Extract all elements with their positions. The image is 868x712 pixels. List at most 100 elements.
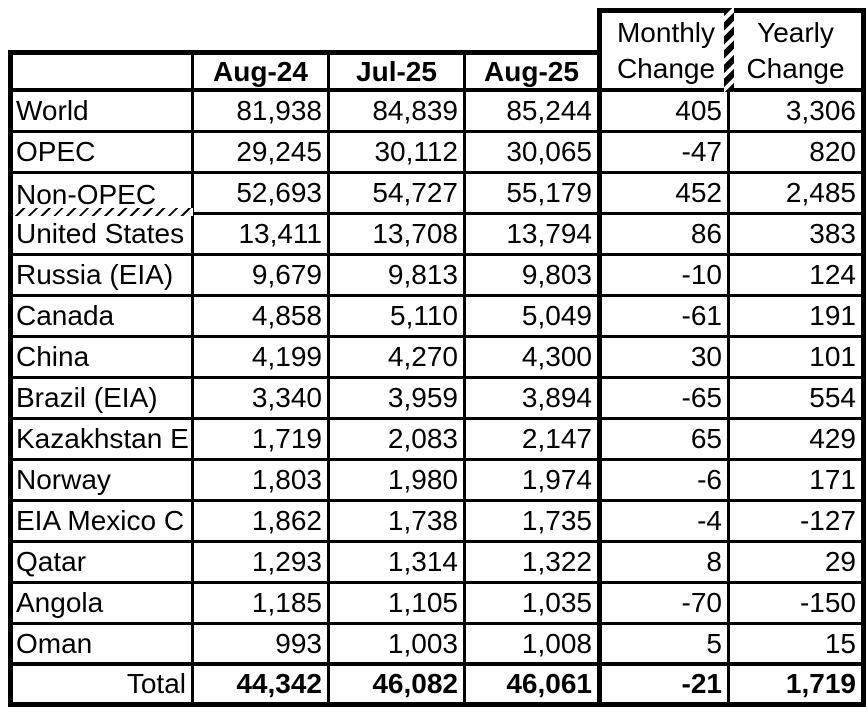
cell-aug24: 81,938 — [194, 92, 330, 133]
cell-jul25: 2,083 — [330, 420, 466, 461]
row-label: Kazakhstan E — [8, 420, 194, 461]
row-label: United States — [8, 215, 194, 256]
cell-jul25: 1,003 — [330, 625, 466, 666]
cell-aug24: 1,293 — [194, 543, 330, 584]
cell-aug25: 1,008 — [466, 625, 602, 666]
row-label: Oman — [8, 625, 194, 666]
cell-monthly-change: -10 — [602, 256, 730, 297]
header-aug24: Aug-24 — [194, 50, 330, 92]
cell-aug25: 4,300 — [466, 338, 602, 379]
cell-jul25: 54,727 — [330, 174, 466, 215]
cell-yearly-change: -150 — [730, 584, 866, 625]
cell-aug24: 1,719 — [194, 420, 330, 461]
cell-aug24: 29,245 — [194, 133, 330, 174]
cell-aug24: 1,803 — [194, 461, 330, 502]
production-table: Monthly Change Yearly Change Aug-24 Jul-… — [8, 8, 866, 707]
row-label: Russia (EIA) — [8, 256, 194, 297]
cell-monthly-change: 405 — [602, 92, 730, 133]
cell-monthly-change: 86 — [602, 215, 730, 256]
cell-aug24: 9,679 — [194, 256, 330, 297]
header-spacer — [8, 8, 602, 50]
cell-monthly-change: 8 — [602, 543, 730, 584]
cell-jul25: 9,813 — [330, 256, 466, 297]
row-label: Brazil (EIA) — [8, 379, 194, 420]
corner-cell — [8, 50, 194, 92]
cell-aug25: 3,894 — [466, 379, 602, 420]
cell-jul25: 1,738 — [330, 502, 466, 543]
cell-jul25: 3,959 — [330, 379, 466, 420]
cell-monthly-change: -65 — [602, 379, 730, 420]
row-label: EIA Mexico C — [8, 502, 194, 543]
cell-aug25: 13,794 — [466, 215, 602, 256]
cell-jul25: 1,105 — [330, 584, 466, 625]
cell-jul25: 4,270 — [330, 338, 466, 379]
hatched-border-vertical — [724, 8, 734, 92]
cell-aug25: 1,735 — [466, 502, 602, 543]
header-aug25: Aug-25 — [466, 50, 602, 92]
cell-monthly-change: -21 — [602, 666, 730, 707]
cell-jul25: 46,082 — [330, 666, 466, 707]
cell-jul25: 1,980 — [330, 461, 466, 502]
cell-monthly-change: -70 — [602, 584, 730, 625]
cell-yearly-change: 3,306 — [730, 92, 866, 133]
cell-jul25: 13,708 — [330, 215, 466, 256]
cell-aug24: 44,342 — [194, 666, 330, 707]
cell-aug24: 52,693 — [194, 174, 330, 215]
cell-monthly-change: -47 — [602, 133, 730, 174]
cell-aug24: 4,199 — [194, 338, 330, 379]
cell-aug24: 993 — [194, 625, 330, 666]
cell-yearly-change: 554 — [730, 379, 866, 420]
cell-monthly-change: 30 — [602, 338, 730, 379]
row-label: Angola — [8, 584, 194, 625]
cell-monthly-change: 452 — [602, 174, 730, 215]
cell-jul25: 30,112 — [330, 133, 466, 174]
cell-aug25: 2,147 — [466, 420, 602, 461]
cell-aug25: 5,049 — [466, 297, 602, 338]
cell-yearly-change: 29 — [730, 543, 866, 584]
cell-aug25: 9,803 — [466, 256, 602, 297]
cell-aug24: 1,862 — [194, 502, 330, 543]
cell-yearly-change: 15 — [730, 625, 866, 666]
row-label: Norway — [8, 461, 194, 502]
yearly-change-header: Yearly Change — [730, 8, 866, 92]
cell-yearly-change: 820 — [730, 133, 866, 174]
cell-jul25: 1,314 — [330, 543, 466, 584]
cell-monthly-change: 65 — [602, 420, 730, 461]
cell-yearly-change: 191 — [730, 297, 866, 338]
cell-yearly-change: -127 — [730, 502, 866, 543]
hatched-border-horizontal — [13, 208, 193, 216]
cell-jul25: 84,839 — [330, 92, 466, 133]
cell-aug25: 1,035 — [466, 584, 602, 625]
cell-yearly-change: 383 — [730, 215, 866, 256]
cell-monthly-change: -6 — [602, 461, 730, 502]
cell-yearly-change: 2,485 — [730, 174, 866, 215]
cell-aug24: 4,858 — [194, 297, 330, 338]
row-label: Qatar — [8, 543, 194, 584]
row-label: World — [8, 92, 194, 133]
cell-aug25: 46,061 — [466, 666, 602, 707]
cell-jul25: 5,110 — [330, 297, 466, 338]
cell-yearly-change: 171 — [730, 461, 866, 502]
row-label: China — [8, 338, 194, 379]
cell-monthly-change: -61 — [602, 297, 730, 338]
cell-monthly-change: -4 — [602, 502, 730, 543]
cell-yearly-change: 101 — [730, 338, 866, 379]
cell-yearly-change: 124 — [730, 256, 866, 297]
cell-aug25: 1,974 — [466, 461, 602, 502]
row-label: Canada — [8, 297, 194, 338]
header-jul25: Jul-25 — [330, 50, 466, 92]
row-label: OPEC — [8, 133, 194, 174]
cell-aug24: 1,185 — [194, 584, 330, 625]
cell-monthly-change: 5 — [602, 625, 730, 666]
cell-yearly-change: 1,719 — [730, 666, 866, 707]
monthly-change-header: Monthly Change — [602, 8, 730, 92]
cell-aug25: 55,179 — [466, 174, 602, 215]
cell-aug25: 85,244 — [466, 92, 602, 133]
cell-aug24: 3,340 — [194, 379, 330, 420]
cell-yearly-change: 429 — [730, 420, 866, 461]
cell-aug24: 13,411 — [194, 215, 330, 256]
cell-aug25: 30,065 — [466, 133, 602, 174]
total-label: Total — [8, 666, 194, 707]
cell-aug25: 1,322 — [466, 543, 602, 584]
